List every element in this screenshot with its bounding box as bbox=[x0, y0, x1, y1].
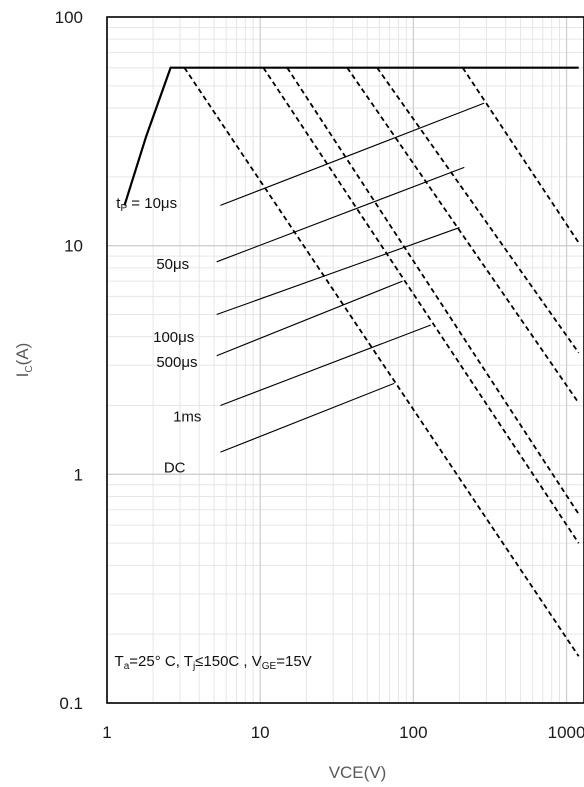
y-axis-label: IC(A) bbox=[13, 343, 35, 378]
soa-pulse-line-3 bbox=[286, 67, 580, 515]
soa-pulse-line-4 bbox=[346, 67, 580, 404]
y-tick-label: 10 bbox=[64, 237, 83, 256]
curve-label-2: 50μs bbox=[156, 256, 189, 273]
leader-line-1 bbox=[220, 102, 485, 206]
x-tick-label: 10 bbox=[251, 723, 270, 742]
soa-pulse-line-2 bbox=[262, 67, 580, 544]
leader-line-2 bbox=[216, 166, 465, 263]
curve-labels: tP = 10μs 50μs 100μs 500μs 1ms DC bbox=[116, 195, 201, 476]
curve-label-5: 1ms bbox=[173, 409, 201, 426]
leader-line-6 bbox=[220, 382, 395, 453]
x-tick-label: 100 bbox=[399, 723, 427, 742]
curve-label-6: DC bbox=[164, 459, 186, 476]
soa-pulse-line-5 bbox=[376, 67, 580, 354]
x-tick-label: 1 bbox=[102, 723, 111, 742]
soa-pulse-line-6 bbox=[461, 67, 580, 244]
y-tick-label: 100 bbox=[55, 8, 83, 27]
plot-frame bbox=[106, 16, 584, 704]
curve-label-3: 100μs bbox=[153, 329, 194, 346]
x-tick-labels: 1 10 100 1000 bbox=[102, 723, 584, 742]
leader-line-3 bbox=[216, 227, 460, 316]
test-condition-label: Ta=25° C, Tj≤150C , VGE=15V bbox=[115, 653, 312, 672]
leader-lines bbox=[216, 102, 485, 453]
soa-envelope-line bbox=[123, 66, 579, 206]
leader-line-5 bbox=[220, 324, 432, 407]
soa-pulse-line-1 bbox=[183, 67, 580, 657]
y-tick-label: 1 bbox=[74, 465, 83, 484]
y-tick-label: 0.1 bbox=[59, 694, 83, 713]
y-tick-labels: 0.1 1 10 100 bbox=[55, 8, 83, 713]
x-tick-label: 1000 bbox=[548, 723, 584, 742]
x-axis-label: VCE(V) bbox=[329, 763, 387, 782]
leader-line-4 bbox=[216, 280, 403, 357]
curve-label-1: tP = 10μs bbox=[116, 195, 177, 214]
curves bbox=[123, 66, 580, 657]
curve-label-4: 500μs bbox=[156, 354, 197, 371]
